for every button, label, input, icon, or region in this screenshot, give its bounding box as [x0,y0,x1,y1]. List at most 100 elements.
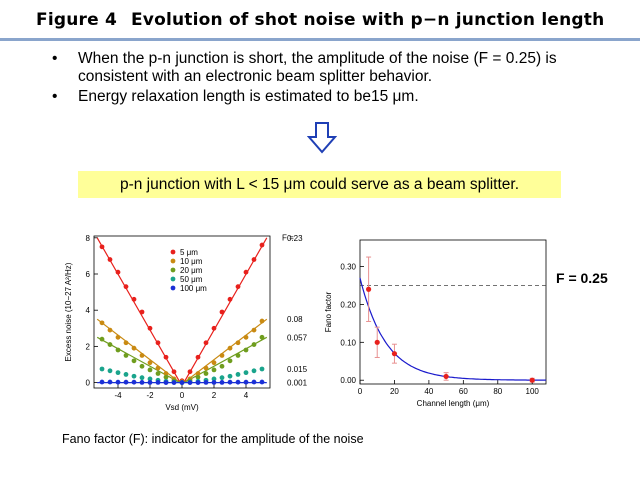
data-point [171,380,177,385]
fit-line [96,318,268,383]
data-point [219,379,225,385]
y-tick-label: 6 [86,270,91,279]
data-point [243,370,249,376]
legend-label: 50 μm [180,275,203,284]
data-point [235,379,241,385]
data-point [227,373,233,379]
x-tick-label: 40 [424,387,433,396]
y-tick-label: 0 [86,379,91,388]
x-tick-label: -2 [146,391,154,400]
data-point [243,379,249,385]
data-point [211,325,217,331]
data-point [115,347,121,353]
data-point [251,379,257,385]
fano-factor-chart: 0 20 40 60 80 100 0.00 0.10 0.20 0.30 Channel leng… [324,239,547,408]
data-point [155,379,161,385]
x-tick-label: 20 [390,387,399,396]
fit-line [96,336,268,383]
figure-label: Figure 4 [36,10,117,30]
data-point [115,334,121,340]
data-point [529,377,535,383]
data-point [195,374,201,380]
down-arrow-icon [307,122,337,154]
data-point [259,318,265,324]
title-text: Evolution of shot noise with p−n junctio… [130,10,605,30]
data-point [123,284,129,290]
f-value-label: 0.23 [287,234,303,243]
legend-label: 20 μm [180,266,203,275]
data-point [203,365,209,371]
data-point [227,345,233,351]
data-point [123,353,129,358]
legend-marker [170,267,176,273]
data-point [203,371,209,376]
data-point [131,373,137,379]
data-point [163,371,169,376]
data-point [243,269,249,275]
data-point [115,379,121,385]
bullet-text: Energy relaxation length is estimated to… [78,88,419,105]
y-tick-label: 8 [86,234,91,243]
data-point [147,376,153,382]
data-point [259,242,265,248]
bullet-dot: • [52,88,58,105]
data-point [131,358,137,364]
x-tick-label: 80 [493,387,502,396]
x-tick-label: 0 [358,387,363,396]
data-point [251,342,257,347]
slide-title: Figure 4 Evolution of shot noise with p−n… [36,10,604,30]
legend-marker [170,276,176,282]
data-point [219,353,225,358]
data-point [99,366,105,372]
data-point [107,342,113,347]
f-value-label: 0.015 [287,365,308,374]
f-value-label: 0.057 [287,333,308,342]
data-point [366,286,372,292]
data-point [219,375,225,381]
data-point [147,367,153,373]
x-axis-label: Channel length (μm) [417,399,490,408]
data-point [195,354,201,360]
data-point [123,379,129,385]
plot-frame [359,239,547,385]
data-point [115,269,121,275]
bullet-list: • When the p-n junction is short, the amp… [52,50,627,108]
data-point [139,363,145,369]
data-point [251,368,257,374]
data-point [99,336,105,342]
data-point [259,379,265,385]
data-point [155,371,161,376]
data-point [163,380,169,385]
data-point [107,257,113,262]
data-point [123,372,129,377]
data-point [99,244,105,250]
data-point [374,339,380,345]
f-value-label: 0.001 [287,379,308,388]
bullet-item: • When the p-n junction is short, the amp… [52,50,627,86]
data-point [259,334,265,340]
data-point [99,320,105,326]
data-point [243,334,249,340]
legend-marker [170,258,176,264]
data-point [211,367,217,373]
data-point [147,379,153,385]
legend-label: 5 μm [180,248,198,257]
data-point [107,368,113,374]
bullet-item: • Energy relaxation length is estimated t… [52,88,627,106]
data-point [203,340,209,346]
data-point [179,380,185,385]
f-value-label: 0.08 [287,315,303,324]
data-point [195,371,201,376]
legend-marker [170,249,176,255]
y-tick-label: 0.00 [340,376,356,385]
y-axis-label: Excess noise (10−27 A²/Hz) [64,262,73,361]
data-point [163,354,169,360]
data-point [99,379,105,385]
data-point [187,380,193,385]
data-point [163,374,169,380]
data-point [155,365,161,371]
data-point [139,375,145,381]
data-point [243,347,249,353]
data-point [391,351,398,357]
bullet-text: When the p-n junction is short, the ampl… [78,50,557,85]
